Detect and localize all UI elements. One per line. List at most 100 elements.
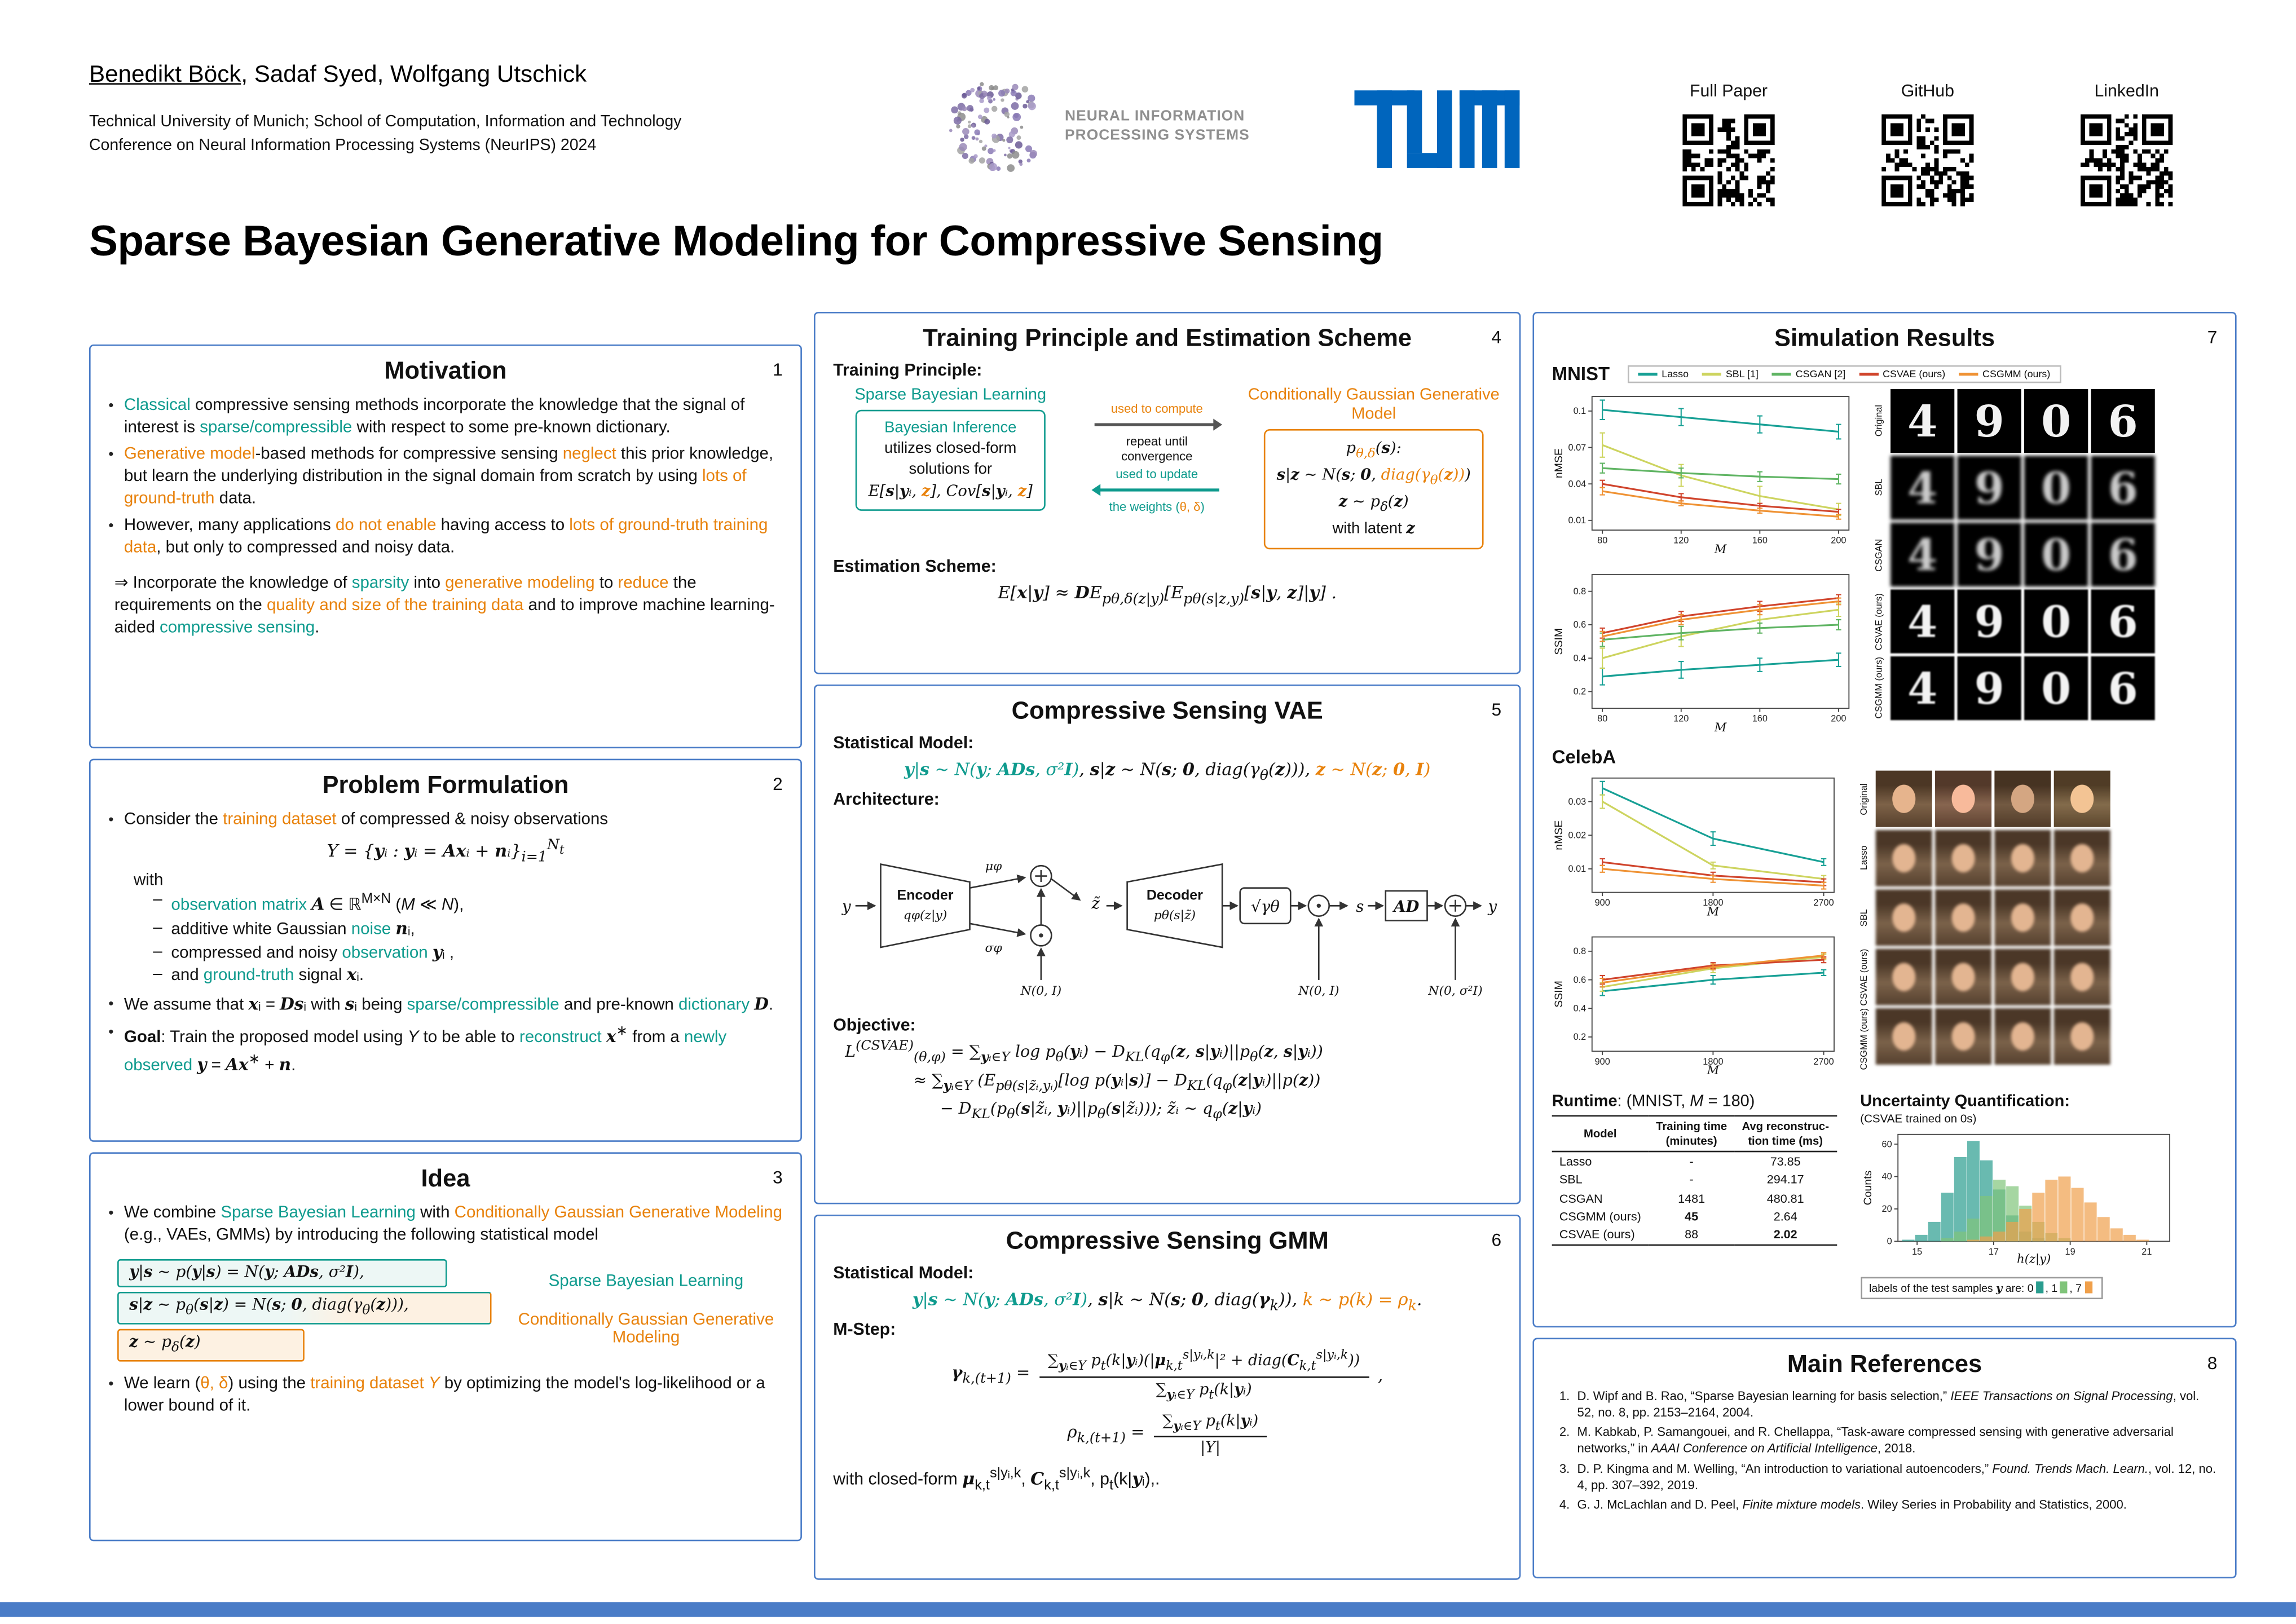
runtime-table: Model Training time (minutes) Avg reconstru… [1552,1115,1837,1246]
mnist-grid: Original 4 9 0 6 SBL 4 9 0 6 CSGAN 4 9 0 6 CSVAE (ours)… [1871,389,2155,741]
mnist-image: 6 [2091,656,2155,721]
vae-architecture-diagram: y Encoder qφ(z|y) μφ σφ N(0, I) z̃ [841,860,1497,999]
color-marker-icon [2036,1281,2044,1294]
gamma-lhs: γk,(t+1) = [951,1363,1030,1388]
svg-text:M: M [1714,542,1727,555]
arrow-left-icon [1091,484,1219,495]
reference-number: 1. [1559,1388,1570,1404]
comma: , [1377,1366,1383,1385]
used-to-compute-label: used to compute [1110,400,1203,416]
svg-text:120: 120 [1673,714,1689,724]
sbl-label: Sparse Bayesian Learning [854,386,1047,404]
mnist-image: 0 [2024,456,2088,520]
footer-bar [0,1602,2296,1617]
image-row-label: CSGAN [1874,538,1885,571]
mnist-image: 6 [2091,589,2155,654]
celeba-image [1875,948,1932,1005]
runtime-col-header: Training time (minutes) [1648,1115,1735,1153]
runtime-header-row: Model Training time (minutes) Avg reconstru… [1552,1115,1837,1153]
celeba-image [1994,889,2051,946]
mnist-image: 0 [2024,656,2088,721]
decoder-sub: pθ(s|z̃) [1154,909,1196,923]
gamma-numerator: ∑yᵢ∈Y pt(k|yᵢ)(|μk,ts|yᵢ,k|² + diag(Ck,t… [1039,1349,1369,1379]
image-row-label: CSVAE (ours) [1859,948,1870,1006]
color-marker-icon [2060,1281,2068,1294]
mnist-image: 9 [1957,456,2021,520]
dataset-formula: Y = {yᵢ : yᵢ = Axᵢ + nᵢ}i=1Nt [327,837,565,866]
celeba-image [1935,829,1992,887]
neurips-logo-text: NEURAL INFORMATION PROCESSING SYSTEMS [1065,107,1250,145]
celeba-grid: Original Lasso SBL CSVAE (ours) CSGMM (ours) [1857,770,2110,1084]
svg-text:SSIM: SSIM [1553,628,1565,655]
mnist-image: 0 [2024,522,2088,587]
svg-text:0.01: 0.01 [1568,515,1587,526]
decoder-label: Decoder [1147,888,1203,904]
neurips-logo: NEURAL INFORMATION PROCESSING SYSTEMS [945,68,1250,184]
svg-text:0.01: 0.01 [1568,864,1587,874]
image-row-label: SBL [1859,908,1870,926]
panel-references: 8 Main References 1. D. Wipf and B. Rao, … [1532,1338,2237,1579]
runtime-row: Lasso - 73.85 [1552,1152,1836,1171]
used-to-update-label: used to update [1116,466,1198,481]
uncertainty-caption: labels of the test samples y are: 0, 1, … [1860,1277,2103,1300]
with-item-2: additive white Gaussian noise nᵢ, [153,917,782,941]
color-marker-icon [2085,1281,2092,1294]
svg-text:200: 200 [1831,714,1846,724]
svg-text:h(z|y): h(z|y) [2016,1252,2050,1265]
svg-text:nMSE: nMSE [1553,448,1565,478]
runtime-value: 73.85 [1770,1155,1801,1169]
mnist-nmse-chart: 0.01 0.04 0.07 0.1 80 120 160 200 nMSE M [1552,389,1857,563]
with-item-3: compressed and noisy observation yᵢ , [153,941,782,964]
poster-title: Sparse Bayesian Generative Modeling for … [89,218,1383,266]
svg-text:900: 900 [1595,898,1610,908]
problem-intro: Consider the training dataset of compres… [108,809,782,831]
legend-item: Lasso [1638,369,1689,379]
motivation-bullet-3: However, many applications do not enable… [108,516,782,560]
runtime-row: CSVAE (ours) 88 2.02 [1552,1226,1837,1246]
svg-text:M: M [1714,720,1727,734]
estimation-scheme-label: Estimation Scheme: [833,558,997,576]
bayesian-inference-box: Bayesian Inference utilizes closed-form … [854,410,1046,511]
neurips-line2: PROCESSING SYSTEMS [1065,127,1250,144]
box-formula: E[s|yᵢ, z], Cov[s|yᵢ, z] [868,483,1033,501]
svg-text:17: 17 [1988,1247,1998,1257]
box-line: with latent z [1332,519,1415,537]
encoder-label: Encoder [897,888,953,904]
svg-text:0.8: 0.8 [1574,946,1587,956]
qr-label: LinkedIn [2094,83,2159,102]
svg-text:Counts: Counts [1861,1170,1874,1205]
legend-line-icon [1858,372,1879,376]
gamma-denominator: ∑yᵢ∈Y pt(k|yᵢ) [1156,1380,1252,1403]
encoder-sub: qφ(z|y) [904,909,948,923]
svg-text:0.2: 0.2 [1574,1032,1587,1042]
reference-text: M. Kabkab, P. Samangouei, and R. Chellap… [1577,1424,2174,1456]
svg-text:0.4: 0.4 [1574,1004,1587,1014]
image-row-label: CSGMM (ours) [1874,657,1885,720]
mnist-results-row: 0.01 0.04 0.07 0.1 80 120 160 200 nMSE M 0.2 0.4 0.… [1552,389,2218,741]
qr-codes: Full Paper GitHub LinkedIn [1672,83,2183,207]
motivation-conclusion: ⇒ Incorporate the knowledge of sparsity … [114,575,775,637]
mnist-image: 0 [2024,389,2088,453]
noise3-label: N(0, σ²I) [1427,985,1482,999]
motivation-bullet-2: Generative model-based methods for compr… [108,444,782,511]
image-row: CSGAN 4 9 0 6 [1871,522,2155,587]
gamma-update-equation: γk,(t+1) = ∑yᵢ∈Y pt(k|yᵢ)(|μk,ts|yᵢ,k|² … [833,1349,1501,1403]
svg-text:900: 900 [1595,1057,1610,1067]
celeba-image [1875,829,1932,887]
legend-item: CSGAN [2] [1771,369,1845,379]
qr-label: Full Paper [1690,83,1768,102]
runtime-model: CSGMM (ours) [1559,1210,1641,1224]
runtime-model: CSGAN [1559,1191,1603,1206]
runtime-col-header: Avg reconstruc-tion time (ms) [1734,1115,1837,1153]
celeba-ssim-chart: 0.2 0.4 0.6 0.8 900 1800 2700 SSIM M [1552,929,1841,1084]
results-bottom-row: Runtime: (MNIST, M = 180) Model Training … [1552,1093,2218,1300]
box-formula: z ∼ pδ(z) [1338,493,1409,515]
gamma-fraction: ∑yᵢ∈Y pt(k|yᵢ)(|μk,ts|yᵢ,k|² + diag(Ck,t… [1039,1349,1369,1403]
svg-text:nMSE: nMSE [1553,820,1565,850]
mnist-image: 6 [2091,456,2155,520]
model-equations: y|s ∼ p(y|s) = N(y; ADs, σ²I), s|z ∼ pθ(… [117,1259,492,1362]
runtime-title: Runtime: (MNIST, M = 180) [1552,1093,1755,1111]
section-number: 6 [1491,1229,1502,1251]
ztilde-label: z̃ [1091,894,1100,913]
mnist-ssim-chart: 0.2 0.4 0.6 0.8 80 120 160 200 SSIM M [1552,567,1857,741]
